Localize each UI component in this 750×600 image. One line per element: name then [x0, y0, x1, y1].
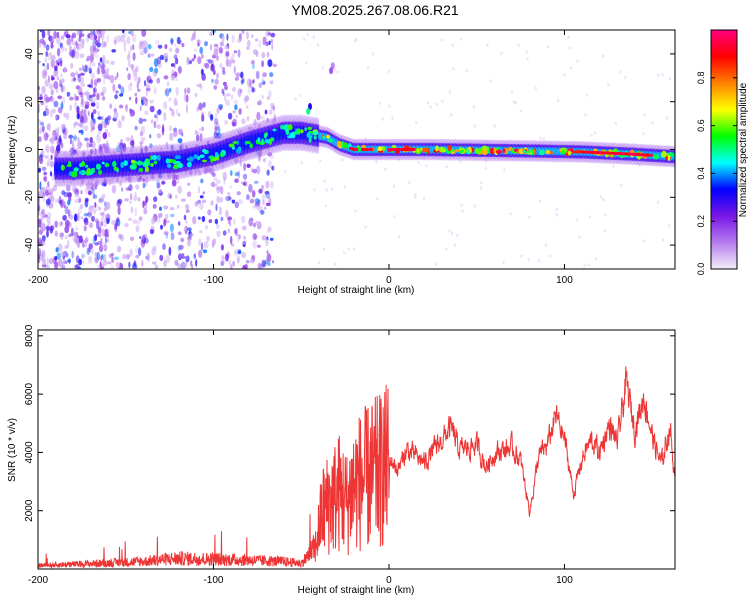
snr-ylabel: SNR (10 * v/v) [7, 418, 18, 482]
y-tick-label: -40 [24, 237, 35, 252]
x-tick-label: 0 [386, 275, 392, 286]
x-tick-label: -100 [203, 275, 223, 286]
colorbar-label: Normalized spectral amplitude [738, 82, 749, 217]
x-tick-label: -100 [203, 575, 223, 586]
spectrogram-y-axis: -40 -20 0 20 40 [24, 48, 675, 252]
snr-xlabel: Height of straight line (km) [298, 585, 415, 596]
colorbar-axis: 0.0 0.2 0.4 0.6 0.8 [696, 72, 737, 276]
colorbar-tick-label: 0.2 [696, 215, 706, 228]
x-tick-label: 0 [386, 575, 392, 586]
y-tick-label: 20 [24, 96, 35, 108]
y-tick-label: 8000 [24, 324, 35, 347]
colorbar: 0.0 0.2 0.4 0.6 0.8 Normalized spectral ampl… [696, 29, 749, 276]
spectrogram-xlabel: Height of straight line (km) [298, 285, 415, 296]
snr-x-axis: -200 -100 0 100 [28, 330, 573, 586]
snr-panel: -200 -100 0 100 2000 4000 6000 8000 Height of … [7, 324, 676, 596]
y-tick-label: -20 [24, 190, 35, 205]
colorbar-tick-label: 0.4 [696, 167, 706, 180]
spectrogram-x-axis: -200 -100 0 100 [28, 30, 573, 286]
snr-y-axis: 2000 4000 6000 8000 [24, 324, 675, 522]
x-tick-label: -200 [28, 275, 48, 286]
y-tick-label: 40 [24, 48, 35, 60]
colorbar-gradient [711, 30, 737, 269]
snr-frame [37, 329, 676, 570]
colorbar-tick-label: 0.6 [696, 119, 706, 132]
spectrogram-image [38, 30, 675, 269]
y-tick-label: 6000 [24, 383, 35, 406]
figure-title: YM08.2025.267.08.06.R21 [291, 2, 459, 18]
x-tick-label: 100 [556, 275, 573, 286]
y-tick-label: 0 [24, 146, 35, 152]
colorbar-tick-label: 0.8 [696, 72, 706, 85]
spectrogram-ylabel: Frequency (Hz) [7, 116, 18, 185]
y-tick-label: 2000 [24, 499, 35, 522]
y-tick-label: 4000 [24, 441, 35, 464]
colorbar-tick-label: 0.0 [696, 263, 706, 276]
x-tick-label: 100 [556, 575, 573, 586]
colorbar-frame [710, 29, 738, 270]
x-tick-label: -200 [28, 575, 48, 586]
snr-series-line [38, 366, 675, 569]
